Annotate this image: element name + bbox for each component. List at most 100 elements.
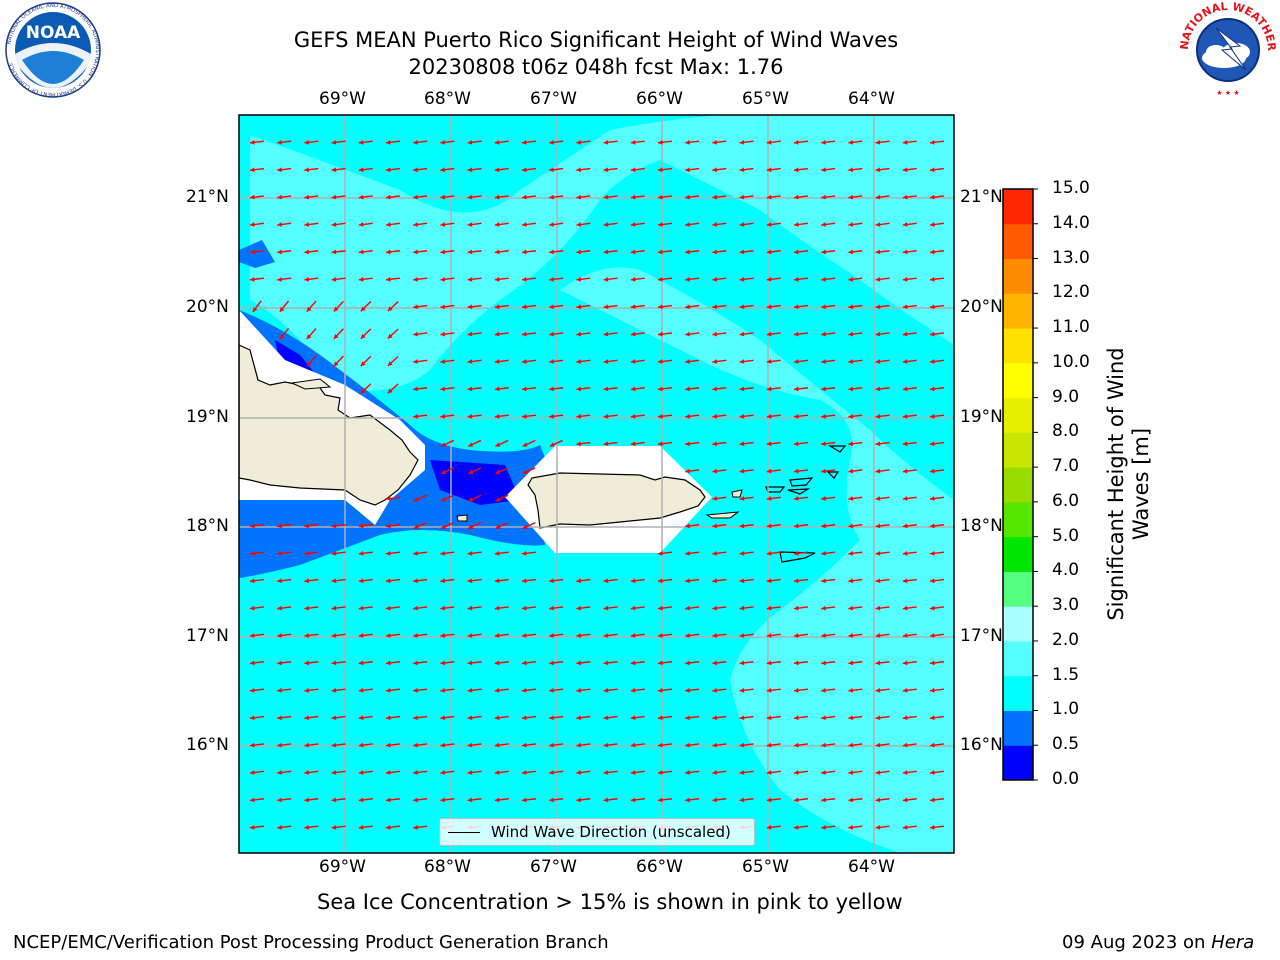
wind-wave-arrowhead (522, 770, 527, 775)
wind-wave-arrowhead (440, 413, 446, 419)
wind-wave-arrowhead (494, 194, 500, 200)
wind-wave-arrowhead (630, 413, 636, 419)
wind-wave-arrowhead (658, 249, 663, 255)
wind-wave-arrowhead (739, 605, 745, 611)
wind-wave-arrowhead (848, 167, 854, 173)
wind-wave-arrowhead (821, 660, 826, 666)
wind-wave-arrowhead (794, 276, 799, 282)
wind-wave-arrowhead (930, 523, 935, 529)
wind-wave-arrowhead (712, 468, 718, 474)
wind-wave-arrowhead (413, 578, 418, 584)
lat-label-right: 16°N (960, 735, 1003, 755)
wind-wave-arrowhead (766, 222, 772, 227)
wind-wave-arrowhead (304, 660, 310, 666)
wind-wave-arrowhead (549, 605, 554, 611)
wind-wave-arrowhead (875, 276, 881, 282)
wind-wave-arrowhead (495, 497, 501, 502)
wind-wave-arrowhead (930, 167, 935, 173)
lon-label-top: 69°W (319, 89, 366, 109)
wind-wave-arrowhead (333, 361, 339, 367)
wind-wave-arrowhead (630, 359, 636, 364)
wind-wave-arrowhead (848, 824, 854, 830)
wind-wave-arrowhead (387, 361, 393, 366)
wind-wave-arrowhead (875, 304, 881, 310)
wind-wave-arrowhead (902, 386, 908, 392)
wind-wave-arrowhead (576, 167, 582, 173)
wind-wave-arrowhead (250, 249, 255, 255)
wind-wave-arrowhead (467, 797, 473, 803)
wind-wave-arrowhead (766, 413, 772, 419)
wind-wave-arrowhead (413, 249, 418, 255)
wind-wave-arrowhead (658, 194, 663, 200)
wind-wave-arrowhead (277, 687, 282, 693)
wind-wave-arrowhead (685, 222, 690, 227)
wind-wave-arrowhead (930, 633, 935, 638)
wind-wave-arrowhead (522, 687, 527, 693)
wind-wave-arrowhead (902, 413, 908, 419)
wind-wave-arrowhead (304, 222, 310, 227)
wind-wave-arrowhead (712, 276, 718, 282)
wind-wave-arrowhead (576, 633, 582, 638)
lon-label-top: 64°W (848, 89, 895, 109)
colorbar-tick-label: 8.0 (1052, 421, 1080, 442)
wind-wave-arrowhead (658, 770, 663, 775)
wind-wave-arrowhead (658, 139, 663, 145)
wind-wave-arrowhead (902, 797, 908, 803)
colorbar-segment (1003, 675, 1033, 711)
legend-line-icon (448, 832, 480, 833)
wind-wave-arrowhead (685, 770, 690, 775)
wind-wave-arrowhead (522, 660, 527, 666)
lon-label-bottom: 66°W (636, 857, 683, 877)
wind-wave-arrowhead (440, 687, 446, 693)
wind-wave-arrowhead (630, 441, 636, 447)
footer-left: NCEP/EMC/Verification Post Processing Pr… (13, 932, 609, 953)
wind-wave-arrowhead (522, 797, 527, 803)
wind-wave-arrowhead (522, 605, 527, 611)
wind-wave-arrowhead (766, 742, 772, 748)
colorbar-tick-label: 0.5 (1052, 734, 1080, 755)
wind-wave-arrowhead (440, 304, 446, 310)
wind-wave-arrowhead (902, 770, 908, 775)
wind-wave-arrowhead (576, 660, 582, 666)
colorbar-segment (1003, 536, 1033, 572)
wind-wave-arrowhead (685, 413, 690, 419)
wind-wave-arrowhead (902, 276, 908, 282)
wind-wave-arrowhead (875, 523, 881, 529)
wind-wave-arrowhead (794, 687, 799, 693)
wind-wave-arrowhead (413, 359, 418, 364)
wind-wave-arrowhead (685, 578, 690, 584)
colorbar-tick-label: 1.5 (1052, 664, 1080, 685)
wind-wave-arrowhead (739, 687, 745, 693)
wind-wave-arrowhead (821, 167, 826, 173)
wind-wave-arrowhead (630, 797, 636, 803)
wind-wave-arrowhead (930, 550, 935, 556)
wind-wave-arrowhead (848, 441, 854, 447)
wind-wave-arrowhead (930, 222, 935, 227)
wind-wave-arrowhead (739, 441, 745, 447)
wind-wave-arrowhead (766, 359, 772, 364)
wind-wave-arrowhead (766, 523, 772, 529)
wind-wave-arrowhead (739, 276, 745, 282)
wind-wave-arrowhead (277, 797, 282, 803)
wind-wave-arrowhead (413, 304, 418, 310)
wind-wave-arrowhead (685, 194, 690, 200)
wind-wave-arrowhead (413, 331, 418, 337)
wind-wave-arrowhead (576, 276, 582, 282)
wind-wave-arrowhead (413, 687, 418, 693)
wind-wave-arrowhead (794, 633, 799, 638)
lat-label-right: 17°N (960, 626, 1003, 646)
wind-wave-arrowhead (603, 441, 609, 447)
wind-wave-arrowhead (440, 605, 446, 611)
wind-wave-arrowhead (358, 222, 364, 227)
lon-label-top: 67°W (530, 89, 577, 109)
wind-wave-arrowhead (494, 550, 500, 556)
wind-wave-arrowhead (875, 687, 881, 693)
wind-wave-arrowhead (685, 441, 690, 447)
wind-wave-arrowhead (930, 441, 935, 447)
wind-wave-arrowhead (250, 605, 255, 611)
wind-wave-arrowhead (468, 469, 474, 475)
wind-wave-arrowhead (902, 304, 908, 310)
wind-wave-arrowhead (658, 660, 663, 666)
wind-wave-arrowhead (875, 194, 881, 200)
wind-wave-arrowhead (875, 139, 881, 145)
